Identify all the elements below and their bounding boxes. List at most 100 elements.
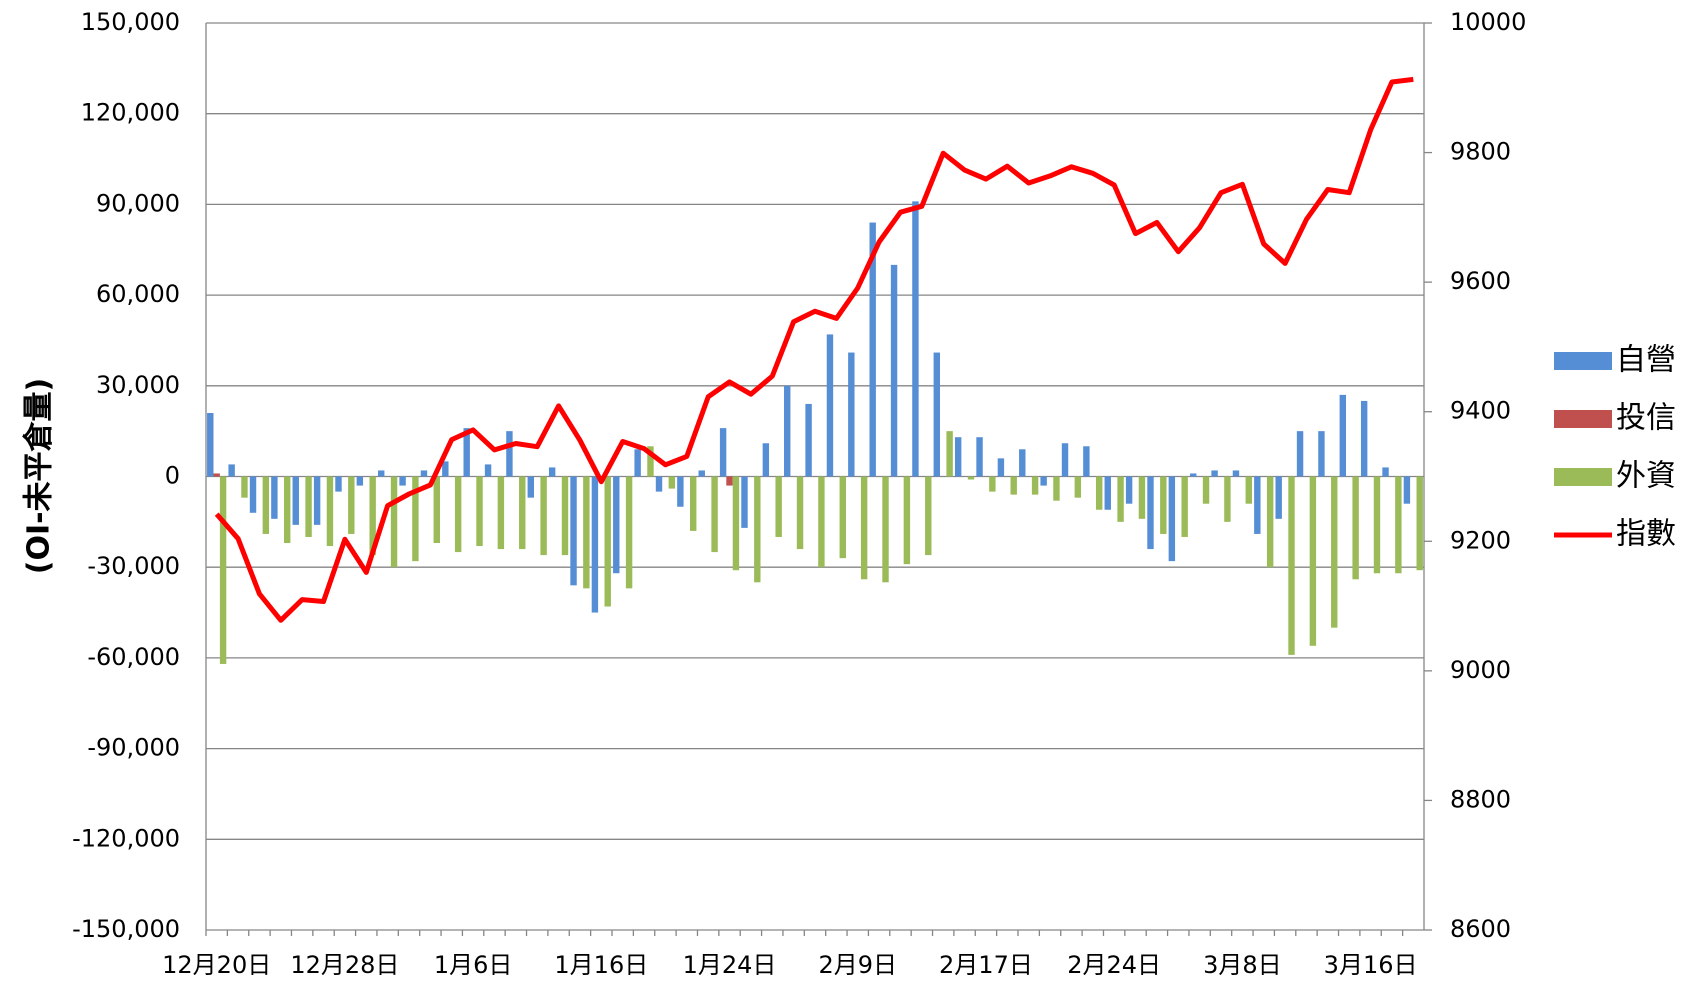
bar [976,437,983,477]
bar [1053,476,1060,501]
bar [698,470,705,477]
y2-tick-label: 8600 [1450,915,1511,943]
legend-swatch [1554,468,1612,486]
y-tick-label: 120,000 [81,99,180,127]
bar [869,222,876,477]
bar [912,201,919,477]
bar [1309,476,1317,646]
x-tick-label: 1月24日 [683,951,777,979]
y2-tick-label: 10000 [1450,8,1526,36]
bar [1104,476,1111,510]
bar [989,476,996,492]
bar [668,476,676,489]
bar [1168,476,1176,562]
legend-swatch [1554,410,1612,428]
bar [1318,431,1325,477]
bar [689,476,697,531]
bar [305,476,312,537]
bar [399,476,406,486]
x-tick-label: 1月16日 [554,951,648,979]
bar [1360,400,1368,477]
bar [548,467,556,477]
bar [1403,476,1411,504]
y2-tick-label: 9400 [1450,397,1511,425]
bar [1339,394,1347,477]
x-tick-label: 3月16日 [1324,951,1418,979]
legend-label: 投信 [1616,401,1676,436]
bar [369,476,376,556]
bar [356,476,364,486]
y-tick-label: 150,000 [81,8,180,36]
x-tick-label: 2月17日 [939,951,1033,979]
bar [655,476,663,492]
bar [570,476,577,586]
bar [1382,467,1389,477]
bar [540,476,547,556]
bar [1331,476,1338,628]
bar [1352,476,1359,580]
bar [497,476,505,550]
bar [1395,476,1402,574]
bar [1245,476,1252,504]
bar [561,476,569,556]
bar [1202,476,1210,504]
bar [677,476,684,507]
y-tick-label: -60,000 [87,643,180,671]
bar [519,476,526,550]
bar [527,476,535,498]
bar [848,352,855,477]
bar [335,476,342,492]
legend-label: 自營 [1616,343,1676,378]
bar [1031,476,1039,495]
bar [839,476,846,559]
legend-label: 外資 [1616,459,1676,494]
bar [271,476,278,519]
bar [1061,443,1069,477]
bar [732,476,740,571]
bar [946,431,953,477]
bar [784,385,791,477]
bar [1019,449,1026,477]
y-tick-label: -90,000 [87,734,180,762]
bar [634,449,641,477]
legend-label: 指數 [1616,517,1676,552]
bar [890,264,898,477]
bar [860,476,868,580]
bar [1190,473,1197,477]
x-tick-label: 3月8日 [1203,951,1282,979]
bar [442,461,449,477]
bar [719,428,727,477]
bar [613,476,620,574]
y-tick-label: 60,000 [96,280,180,308]
bar [1254,476,1261,534]
bar [1232,470,1240,477]
bar [583,476,590,589]
y-tick-label: -30,000 [87,552,180,580]
bar [625,476,633,589]
bar [1010,476,1017,495]
bar [1095,476,1103,510]
bar [882,476,889,583]
y-tick-label: 90,000 [96,189,180,217]
bar [1211,470,1218,477]
bar [1373,476,1381,574]
bar [283,476,291,544]
bar [903,476,911,565]
y-tick-label: -150,000 [72,915,180,943]
bar [1138,476,1146,519]
bar [476,476,483,547]
bar [1040,476,1047,486]
bar [454,476,462,553]
bar [1083,446,1090,477]
bar [775,476,782,537]
line [214,76,1414,623]
bar [1416,476,1423,571]
bar [1117,476,1124,522]
bar [207,413,214,477]
x-tick-label: 1月6日 [434,951,513,979]
bar [348,476,355,534]
y-axis-title: (OI-未平倉量) [22,378,57,575]
bar [647,446,654,477]
x-tick-label: 12月20日 [162,951,271,979]
